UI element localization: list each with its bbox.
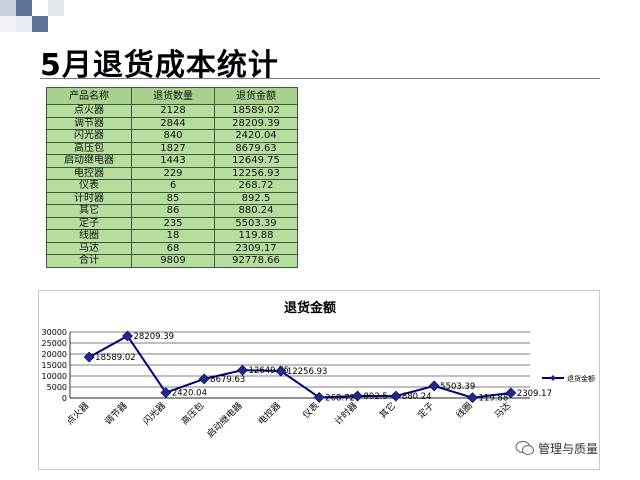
cell-product: 闪光器 xyxy=(46,129,132,143)
data-point xyxy=(83,351,95,363)
table-row: 启动继电器 1443 12649.75 xyxy=(46,154,298,168)
cell-quantity: 68 xyxy=(131,241,215,255)
table-row: 线圈 18 119.88 xyxy=(46,229,298,243)
data-point xyxy=(428,380,440,392)
data-point xyxy=(352,390,363,402)
cell-quantity: 18 xyxy=(131,229,215,243)
data-label: 892.5 xyxy=(364,392,388,402)
cell-amount: 2309.17 xyxy=(214,241,298,255)
chart-title: 退货金额 xyxy=(284,300,336,316)
cell-amount: 880.24 xyxy=(214,204,298,218)
header-amount: 退货金额 xyxy=(214,87,298,105)
cell-product: 点火器 xyxy=(46,104,132,118)
data-label: 12256.93 xyxy=(287,367,328,377)
data-label: 2309.17 xyxy=(517,389,552,399)
table-row: 点火器 2128 18589.02 xyxy=(46,104,298,118)
y-tick-label: 25000 xyxy=(42,339,67,348)
table-row: 电控器 229 12256.93 xyxy=(46,166,298,180)
cell-product: 线圈 xyxy=(46,229,132,243)
data-label: 5503.39 xyxy=(440,382,475,392)
cell-amount: 119.88 xyxy=(214,229,298,243)
cell-quantity: 235 xyxy=(131,216,215,230)
y-tick-label: 15000 xyxy=(42,361,67,370)
cell-amount: 12649.75 xyxy=(214,154,298,168)
cell-product: 仪表 xyxy=(46,179,132,193)
cell-product: 高压包 xyxy=(46,141,132,155)
cell-quantity: 6 xyxy=(131,179,215,193)
cell-product: 合计 xyxy=(46,254,132,268)
data-point xyxy=(160,387,172,399)
data-label: 8679.63 xyxy=(210,375,245,385)
cell-quantity: 229 xyxy=(131,166,215,180)
cell-quantity: 86 xyxy=(131,204,215,218)
data-label: 12649.75 xyxy=(249,366,290,376)
table-row: 仪表 6 268.72 xyxy=(46,179,298,193)
table-row: 计时器 85 892.5 xyxy=(46,191,298,205)
cell-quantity: 1443 xyxy=(131,154,215,168)
data-label: 18589.02 xyxy=(95,353,136,363)
table-row: 高压包 1827 8679.63 xyxy=(46,141,298,155)
chart-frame xyxy=(38,290,600,470)
cell-amount: 92778.66 xyxy=(214,254,298,268)
cell-quantity: 2128 xyxy=(131,104,215,118)
data-label: 268.72 xyxy=(325,393,355,403)
cell-amount: 268.72 xyxy=(214,179,298,193)
cell-product: 其它 xyxy=(46,204,132,218)
y-tick-label: 10000 xyxy=(42,372,67,381)
y-tick-label: 20000 xyxy=(42,350,67,359)
y-tick-label: 5000 xyxy=(47,383,67,392)
legend-marker xyxy=(550,375,556,381)
cell-amount: 2420.04 xyxy=(214,129,298,143)
cell-product: 启动继电器 xyxy=(46,154,132,168)
data-point xyxy=(313,391,325,403)
returns-table: 产品名称 退货数量 退货金额 点火器 2128 18589.02 调节器 2844 282… xyxy=(46,87,298,268)
table-header-row: 产品名称 退货数量 退货金额 xyxy=(46,87,298,105)
header-product: 产品名称 xyxy=(46,87,132,105)
cell-product: 电控器 xyxy=(46,166,132,180)
table-row: 合计 9809 92778.66 xyxy=(46,254,298,268)
data-point xyxy=(122,330,133,342)
page-title: 5月退货成本统计 xyxy=(40,48,279,83)
title-divider xyxy=(40,78,600,79)
watermark-text: 管理与质量 xyxy=(538,442,599,456)
cell-amount: 8679.63 xyxy=(214,141,298,155)
cell-product: 计时器 xyxy=(46,191,132,205)
legend-label: 退货金额 xyxy=(567,374,595,383)
data-point xyxy=(198,373,210,385)
cell-amount: 892.5 xyxy=(214,191,298,205)
table-row: 调节器 2844 28209.39 xyxy=(46,116,298,130)
data-label: 28209.39 xyxy=(134,332,175,342)
cell-quantity: 840 xyxy=(131,129,215,143)
cell-amount: 28209.39 xyxy=(214,116,298,130)
data-point xyxy=(390,390,402,402)
cell-amount: 12256.93 xyxy=(214,166,298,180)
cell-product: 调节器 xyxy=(46,116,132,130)
header-quantity: 退货数量 xyxy=(131,87,215,105)
data-point xyxy=(237,364,248,376)
cell-product: 定子 xyxy=(46,216,132,230)
cell-quantity: 85 xyxy=(131,191,215,205)
cell-quantity: 2844 xyxy=(131,116,215,130)
data-label: 2420.04 xyxy=(172,389,207,399)
y-tick-label: 0 xyxy=(62,394,67,403)
cell-amount: 18589.02 xyxy=(214,104,298,118)
data-point xyxy=(505,387,517,399)
series-line xyxy=(88,334,511,399)
data-point xyxy=(467,392,478,404)
cell-amount: 5503.39 xyxy=(214,216,298,230)
table-row: 闪光器 840 2420.04 xyxy=(46,129,298,143)
y-tick-label: 30000 xyxy=(42,328,67,337)
header-decoration xyxy=(0,0,64,32)
cell-quantity: 1827 xyxy=(131,141,215,155)
wechat-icon xyxy=(515,440,535,456)
cell-quantity: 9809 xyxy=(131,254,215,268)
data-label: 880.24 xyxy=(402,392,432,402)
table-row: 其它 86 880.24 xyxy=(46,204,298,218)
table-row: 定子 235 5503.39 xyxy=(46,216,298,230)
data-point xyxy=(275,365,287,377)
cell-product: 马达 xyxy=(46,241,132,255)
table-row: 马达 68 2309.17 xyxy=(46,241,298,255)
data-label: 119.88 xyxy=(479,394,509,404)
